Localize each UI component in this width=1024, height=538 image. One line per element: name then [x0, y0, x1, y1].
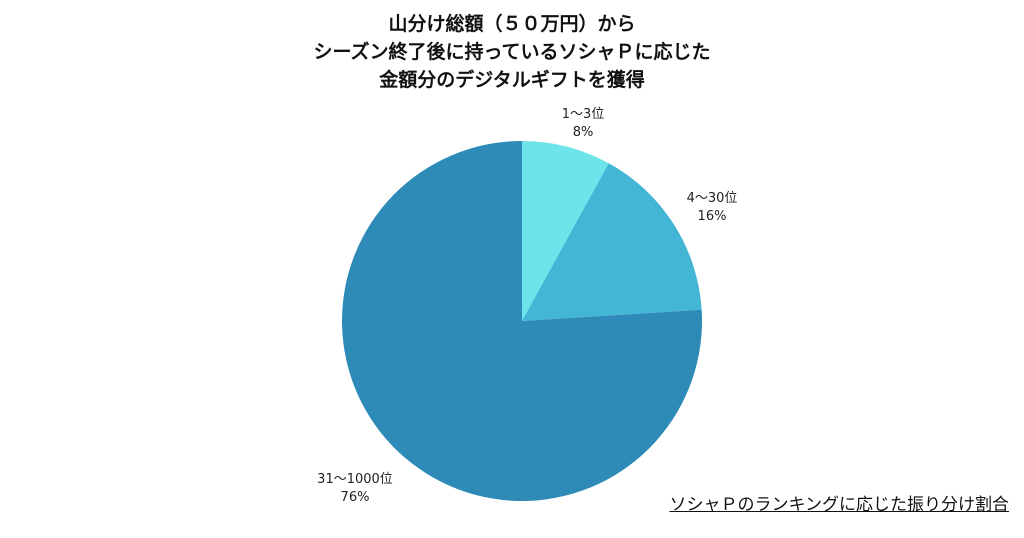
- slice-label-1: 1〜3位: [562, 107, 605, 122]
- chart-caption: ソシャＰのランキングに応じた振り分け割合: [669, 495, 1010, 515]
- pie-slice-2: [522, 163, 702, 321]
- slice-value-label-3: 76%: [341, 490, 370, 505]
- slice-value-label-1: 8%: [573, 125, 594, 140]
- slice-label-3: 31〜1000位: [317, 472, 393, 487]
- slice-value-label-2: 16%: [698, 209, 727, 224]
- slice-label-2: 4〜30位: [687, 191, 738, 206]
- title-line-3: 金額分のデジタルギフトを獲得: [379, 69, 645, 91]
- title-line-2: シーズン終了後に持っているソシャＰに応じた: [313, 41, 711, 63]
- pie-slice-3: [342, 141, 702, 501]
- chart-title: 山分け総額（５０万円）から シーズン終了後に持っているソシャＰに応じた 金額分の…: [0, 10, 1024, 94]
- title-line-1: 山分け総額（５０万円）から: [388, 13, 636, 35]
- pie-slice-1: [522, 141, 609, 321]
